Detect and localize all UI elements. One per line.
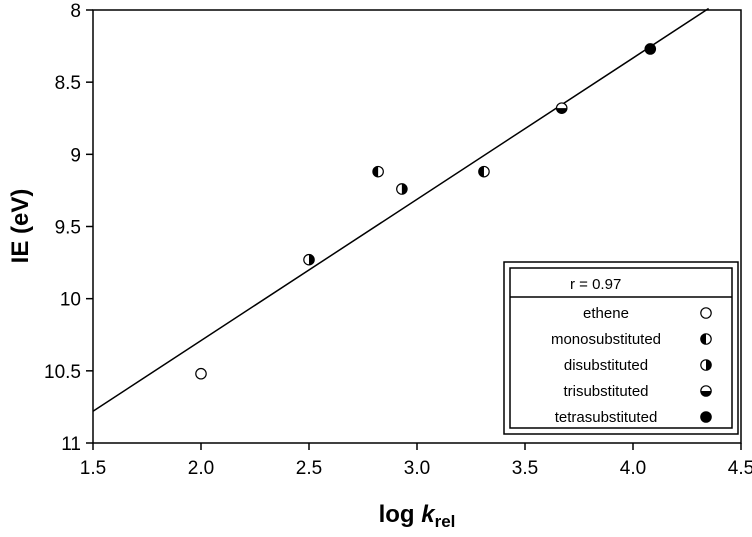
legend-outer-border — [503, 261, 739, 435]
x-tick-label: 2.5 — [296, 458, 322, 479]
data-point-trisubstituted — [555, 102, 568, 114]
data-point-ethene — [195, 367, 207, 380]
legend-label: ethene — [583, 305, 629, 322]
y-axis-ticks: 8 8.5 9 9.5 10 10.5 11 — [44, 1, 93, 455]
data-point-monosubstituted — [372, 165, 384, 178]
y-tick-label: 8.5 — [55, 73, 81, 94]
y-tick-label: 8 — [70, 1, 81, 22]
legend-marker-ethene — [700, 307, 712, 319]
legend-correlation: r = 0.97 — [570, 276, 621, 293]
data-point-disubstituted — [396, 183, 408, 195]
legend-marker-tetrasubstituted — [700, 411, 712, 423]
x-tick-label: 2.0 — [188, 458, 214, 479]
legend-marker-trisubstituted — [700, 385, 712, 397]
x-tick-label: 3.0 — [404, 458, 430, 479]
legend-label: trisubstituted — [563, 383, 648, 400]
x-tick-label: 3.5 — [512, 458, 538, 479]
y-axis-label: IE (eV) — [7, 189, 34, 264]
y-tick-label: 9.5 — [55, 218, 81, 239]
y-tick-label: 10 — [60, 290, 81, 311]
y-tick-label: 10.5 — [44, 362, 81, 383]
x-tick-label: 4.0 — [620, 458, 646, 479]
data-point-monosubstituted — [478, 165, 490, 178]
legend-inner-border — [509, 267, 733, 429]
legend-label: monosubstituted — [551, 331, 661, 348]
regression-line — [92, 7, 710, 412]
x-axis-ticks: 1.5 2.0 2.5 3.0 3.5 4.0 4.5 — [80, 443, 752, 479]
legend-label: tetrasubstituted — [555, 409, 658, 426]
fit-line-layer — [92, 7, 710, 412]
data-point-tetrasubstituted — [644, 43, 657, 55]
x-axis-label: log krel — [379, 501, 456, 531]
x-tick-label: 4.5 — [728, 458, 752, 479]
data-point-disubstituted — [303, 253, 315, 266]
legend-label: disubstituted — [564, 357, 648, 374]
y-tick-label: 9 — [70, 145, 81, 166]
data-points — [195, 43, 657, 380]
legend-marker-disubstituted — [700, 359, 712, 371]
x-tick-label: 1.5 — [80, 458, 106, 479]
y-tick-label: 11 — [61, 434, 81, 455]
legend-marker-monosubstituted — [700, 333, 712, 345]
legend: r = 0.97 ethene monosubstituted disubstitu… — [503, 261, 739, 435]
legend-entries: ethene monosubstituted disubstituted trisub… — [551, 305, 712, 426]
